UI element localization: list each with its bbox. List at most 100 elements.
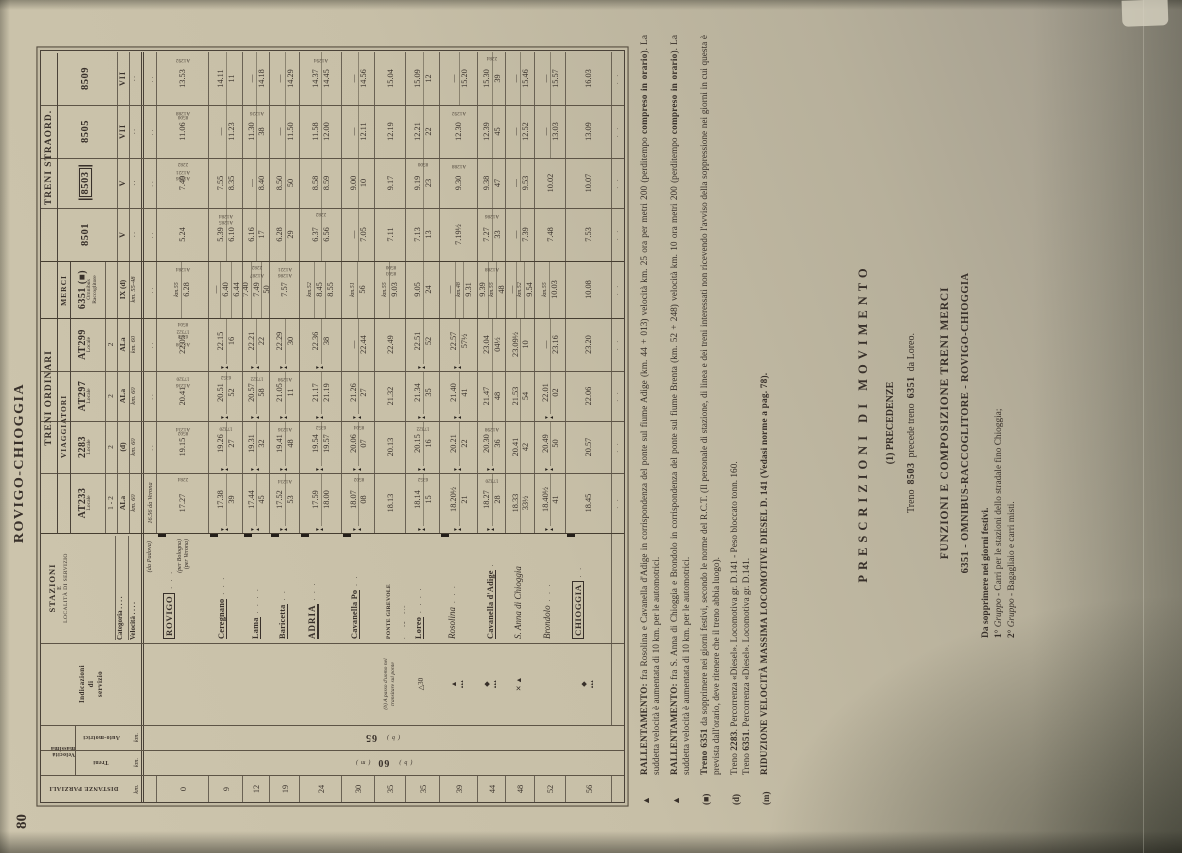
notes-section: ▲ RALLENTAMENTO: fra Rosolina e Cavanella… xyxy=(640,35,779,805)
time-cell: ▼ ▲ 20.51 52 6352 xyxy=(208,371,243,421)
station-row-band: ✕ ▲ xyxy=(505,643,534,725)
time-value: — xyxy=(348,340,358,349)
time-cell: 7.57 A1221 A1286 xyxy=(269,261,300,318)
gruppo-2-line: 2° Gruppo - Bagagliaio e carri misti. xyxy=(1007,501,1017,638)
station-row-band: 9 xyxy=(208,776,243,802)
crossing-mark: ▼ ▲ xyxy=(417,365,427,370)
time-value: 21.26 xyxy=(348,383,358,402)
time-value: 21.34 xyxy=(413,383,422,402)
time-value: 24 xyxy=(422,261,433,318)
trail-row: . . xyxy=(611,52,625,105)
time-value: 21.53 xyxy=(510,386,520,406)
train-times-body: .. 22.05 8504 17322 6352 A1298 ▼ ▲ 22.15 16 ▼ ▲ 22.2… xyxy=(141,318,625,371)
time-value: 22.29 xyxy=(275,331,284,351)
crossing-mark: ▼ ▲ xyxy=(417,527,427,532)
time-value: 8.59 xyxy=(320,158,331,208)
time-cell: 22.06 xyxy=(565,371,612,421)
time-value: 6.28 xyxy=(275,227,284,242)
train-times-body: .. 19.15 A1234 8502 ▼ ▲ 19.26 27 17320 ▼ ▲ 19.31 32 ▼… xyxy=(141,421,625,473)
time-value: — xyxy=(506,285,516,294)
station-row: PONTE GIREVOLEkm. 35 + 312 xyxy=(386,584,405,639)
time-cell: ▼ ▲ 20.06 07 8504 xyxy=(341,421,375,473)
trail-row: . . xyxy=(611,208,625,261)
footnote: ▲ RALLENTAMENTO: fra Rosolina e Cavanella… xyxy=(640,35,663,805)
time-value: — xyxy=(540,127,550,136)
station-row: Baricetta . . xyxy=(269,533,299,643)
time-value: 41 xyxy=(458,371,469,414)
time-value: 13 xyxy=(422,208,433,261)
funzioni-title: FUNZIONI E COMPOSIZIONE TRENI MERCI xyxy=(939,286,951,560)
footnote-text: RALLENTAMENTO: fra Rosolina e Cavanella … xyxy=(640,35,662,775)
station-mark xyxy=(301,534,309,537)
time-cell: 9.30 A1288 xyxy=(439,158,478,208)
time-cell: —14.18 xyxy=(242,52,270,105)
time-cell: —23.16 xyxy=(534,318,566,371)
time-cell: —12.11 xyxy=(341,105,375,158)
station-mark xyxy=(158,534,166,537)
crossing-mark: ▼ ▲ xyxy=(353,415,363,420)
crossing-mark: ▼ ▲ xyxy=(353,527,363,532)
funzioni-suppression-note: Da sopprimere nei giorni festivi. xyxy=(981,507,991,638)
connection-number: A1288 xyxy=(484,266,500,273)
time-value: 13.03 xyxy=(550,105,561,158)
distances-body: 0 9 12 19 24 30 35 35 39 44 48 52 56 xyxy=(141,776,625,802)
footnote-symbol: (m) xyxy=(761,791,771,806)
time-value: 9.00 xyxy=(348,175,358,191)
indicazioni-header: Indicazioni di servizio xyxy=(77,665,104,703)
crossing-mark: ▼ ▲ xyxy=(453,415,463,420)
station-row-band: 12 xyxy=(242,776,270,802)
header-column: Auto-motrici km. (b) 65 xyxy=(41,725,624,751)
time-value: 15.46 xyxy=(520,52,531,105)
time-value: 12.11 xyxy=(358,105,369,158)
time-cell: — km.52 9.54 xyxy=(505,261,535,318)
time-cell: 8.58 8.59 xyxy=(299,158,342,208)
maxspeed-value: (b) 60 (m) xyxy=(352,757,413,769)
time-value: 20.13 xyxy=(385,437,395,457)
time-value: 14.29 xyxy=(284,52,295,105)
time-value: 18.33 xyxy=(510,493,520,513)
stazioni-header: STAZIONI E LOCALITÀ DI SERVIZIO Categoria… xyxy=(41,533,141,643)
footnote-symbol: ▲ xyxy=(641,796,651,805)
time-cell: 8.50 50 xyxy=(269,158,300,208)
train-column-AT233: AT233 Locale 1 - 2 ALa km. 60 16.56 da Verona… xyxy=(41,473,625,534)
time-value: 8.58 xyxy=(311,175,320,191)
header-column: Indicazioni di servizio (b) A passo d'uomo … xyxy=(41,643,625,726)
time-value: — xyxy=(275,74,284,83)
time-value: 6.44 xyxy=(230,261,242,318)
train-column-8505: 8505 VII. ... 11.06 A1288 8500—11.23 11.30 38 A… xyxy=(41,105,625,159)
time-value: 20.21 xyxy=(449,434,458,453)
time-value: — xyxy=(216,127,225,136)
connection-number: A1292 xyxy=(451,110,467,117)
train-times-body: .. 13.53 A1292 14.11 11—14.18—14.29 14.37 14.4… xyxy=(141,52,625,105)
distanze-header: DISTANZE PARZIALI km. xyxy=(49,784,140,794)
time-cell: 18.45 xyxy=(565,473,612,533)
time-cell: 9.19 23 8500 xyxy=(405,158,440,208)
time-cell: —9.53 xyxy=(505,158,535,208)
time-value: 13.09 xyxy=(584,122,594,141)
station-row: Loreo . . . . xyxy=(414,586,424,639)
time-value: 9.05 xyxy=(413,282,422,297)
crossing-mark: ▼ ▲ xyxy=(251,365,261,370)
time-cell: 10.08 xyxy=(565,261,612,318)
time-value: 15.20 xyxy=(458,52,469,105)
group-treni-straord: TRENI STRAORD. xyxy=(41,53,58,262)
time-cell: —7.39 xyxy=(505,208,535,261)
station-row: ROVIGO . . . (per Bologna) (per Verona) xyxy=(156,533,208,643)
time-cell: ▼ ▲ 22.01 02 xyxy=(534,371,566,421)
connection-number: 2282 xyxy=(251,264,262,271)
time-cell: ▼ ▲ 19.41 48 A1236 xyxy=(269,421,300,473)
time-value: 48 xyxy=(491,371,502,421)
connection-number: 6352 xyxy=(315,424,327,431)
time-value: 50 xyxy=(550,421,561,466)
stations-body: (da Padova) ROVIGO . . . (per Bologna) (per… xyxy=(141,533,625,643)
station-row-band: ▲ ▴▴▴ xyxy=(439,643,477,725)
time-value: — xyxy=(510,127,520,136)
time-value: — xyxy=(246,74,256,83)
time-cell: 12.21 22 xyxy=(405,105,440,158)
crossing-mark: ▼ ▲ xyxy=(251,415,261,420)
time-value: 12 xyxy=(422,52,433,105)
time-value: 11 xyxy=(225,52,236,105)
time-value: 30 xyxy=(284,318,295,364)
time-value: — xyxy=(510,179,520,187)
time-cell: 7.11 xyxy=(374,208,406,261)
